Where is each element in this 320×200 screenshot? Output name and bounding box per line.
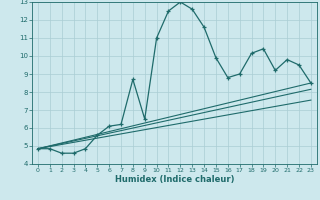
X-axis label: Humidex (Indice chaleur): Humidex (Indice chaleur) [115,175,234,184]
